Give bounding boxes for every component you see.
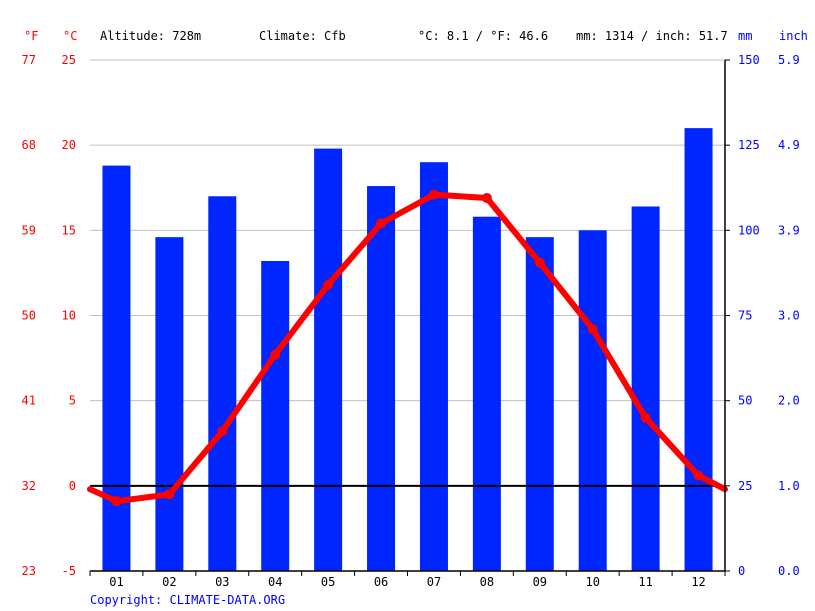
unit-inch-label: inch — [779, 29, 808, 43]
celsius-tick-label: 25 — [62, 53, 76, 67]
copyright-label[interactable]: Copyright: CLIMATE-DATA.ORG — [90, 593, 285, 607]
month-tick-label: 02 — [162, 575, 176, 589]
precipitation-bar — [684, 128, 713, 571]
celsius-tick-label: -5 — [62, 564, 76, 578]
temperature-point — [534, 257, 545, 268]
fahrenheit-tick-label: 23 — [22, 564, 36, 578]
temperature-point — [164, 489, 175, 500]
inch-tick-label: 1.0 — [778, 479, 800, 493]
celsius-tick-label: 20 — [62, 138, 76, 152]
temperature-average-label: °C: 8.1 / °F: 46.6 — [418, 29, 548, 43]
mm-tick-label: 25 — [738, 479, 752, 493]
grid-layer — [90, 59, 725, 402]
precipitation-bar — [261, 260, 290, 571]
temperature-point — [323, 279, 334, 290]
precipitation-bar — [472, 216, 501, 571]
precipitation-bar — [102, 165, 131, 571]
temperature-point — [376, 218, 387, 229]
precipitation-bar — [578, 230, 607, 572]
month-tick-label: 12 — [691, 575, 705, 589]
celsius-tick-label: 15 — [62, 223, 76, 237]
month-tick-label: 08 — [480, 575, 494, 589]
celsius-tick-label: 5 — [69, 394, 76, 408]
mm-tick-label: 75 — [738, 309, 752, 323]
temperature-line-layer — [87, 189, 728, 507]
temperature-point — [270, 349, 281, 360]
precipitation-bar — [314, 148, 343, 571]
temperature-point — [428, 189, 439, 200]
axis-layer — [89, 59, 730, 576]
temperature-line — [87, 191, 728, 505]
precipitation-bar — [419, 162, 448, 571]
temperature-point — [217, 426, 228, 437]
fahrenheit-tick-label: 50 — [22, 309, 36, 323]
celsius-tick-label: 10 — [62, 309, 76, 323]
fahrenheit-tick-label: 68 — [22, 138, 36, 152]
inch-tick-label: 2.0 — [778, 394, 800, 408]
temperature-point — [587, 324, 598, 335]
fahrenheit-tick-label: 41 — [22, 394, 36, 408]
unit-c-label: °C — [63, 29, 77, 43]
temperature-point — [640, 412, 651, 423]
month-tick-label: 11 — [638, 575, 652, 589]
mm-tick-label: 100 — [738, 223, 760, 237]
month-tick-label: 07 — [427, 575, 441, 589]
climate-label: Climate: Cfb — [259, 29, 346, 43]
temperature-point — [481, 192, 492, 203]
fahrenheit-tick-label: 32 — [22, 479, 36, 493]
unit-mm-label: mm — [738, 29, 752, 43]
precipitation-bar — [367, 186, 396, 571]
month-tick-label: 09 — [533, 575, 547, 589]
inch-tick-label: 3.9 — [778, 223, 800, 237]
mm-tick-label: 150 — [738, 53, 760, 67]
month-tick-label: 05 — [321, 575, 335, 589]
temperature-point — [693, 470, 704, 481]
fahrenheit-tick-label: 77 — [22, 53, 36, 67]
precipitation-bar — [631, 206, 660, 571]
temperature-point — [111, 496, 122, 507]
mm-tick-label: 0 — [738, 564, 745, 578]
precipitation-bar — [208, 196, 237, 571]
month-tick-label: 01 — [109, 575, 123, 589]
precipitation-total-label: mm: 1314 / inch: 51.7 — [576, 29, 728, 43]
inch-tick-label: 4.9 — [778, 138, 800, 152]
precipitation-bar — [155, 237, 184, 571]
celsius-tick-label: 0 — [69, 479, 76, 493]
inch-tick-label: 5.9 — [778, 53, 800, 67]
mm-tick-label: 125 — [738, 138, 760, 152]
inch-tick-label: 0.0 — [778, 564, 800, 578]
month-tick-label: 03 — [215, 575, 229, 589]
precipitation-bar — [525, 237, 554, 571]
mm-tick-label: 50 — [738, 394, 752, 408]
bars-layer — [102, 128, 713, 572]
month-tick-label: 04 — [268, 575, 282, 589]
month-tick-label: 10 — [585, 575, 599, 589]
altitude-label: Altitude: 728m — [100, 29, 201, 43]
month-tick-label: 06 — [374, 575, 388, 589]
tick-labels-layer: 77 25 150 5.968 20 125 4.959 15 100 3.950 10 75 3.04… — [22, 53, 800, 589]
unit-f-label: °F — [24, 29, 38, 43]
fahrenheit-tick-label: 59 — [22, 223, 36, 237]
inch-tick-label: 3.0 — [778, 309, 800, 323]
